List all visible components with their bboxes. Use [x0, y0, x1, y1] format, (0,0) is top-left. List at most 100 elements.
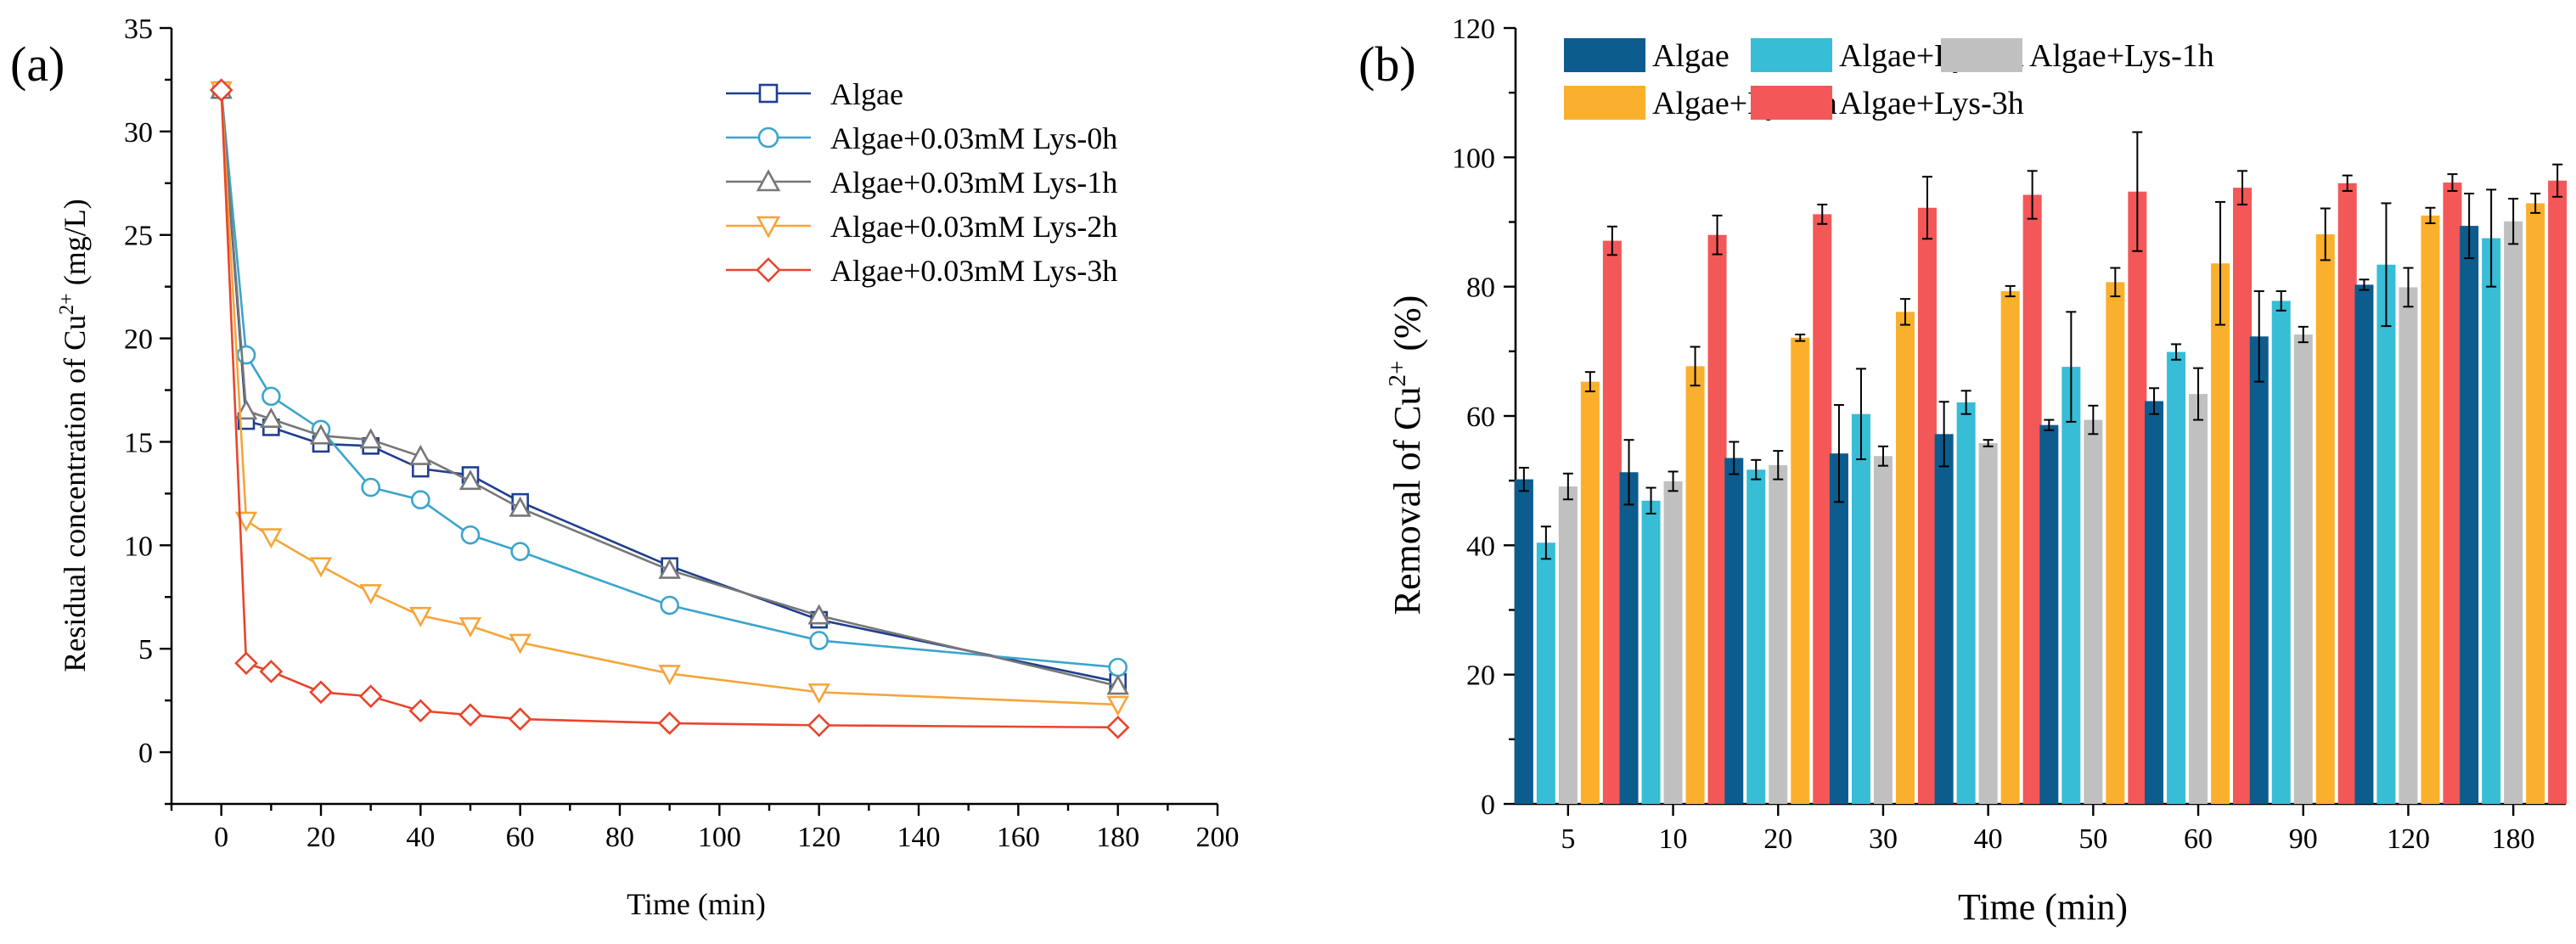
panel-a-x-tick-label: 40 — [406, 822, 435, 853]
bar — [2354, 284, 2374, 804]
bar — [2337, 183, 2357, 805]
data-point-marker — [509, 496, 532, 517]
error-bar — [1690, 346, 1701, 387]
error-bar — [1606, 225, 1617, 256]
error-bar — [1584, 371, 1595, 393]
panel-b-y-tick-label: 80 — [1466, 273, 1495, 304]
bar — [1813, 214, 1832, 805]
error-bar — [1729, 441, 1740, 475]
error-bar — [2149, 387, 2160, 415]
bar — [2376, 264, 2396, 804]
error-bar — [2215, 200, 2226, 326]
data-point-marker — [234, 651, 258, 676]
bar — [2145, 401, 2164, 804]
data-point-marker — [1108, 657, 1128, 677]
data-point-marker — [458, 469, 482, 491]
bar — [1514, 479, 1533, 804]
panel-b-x-tick-label: 180 — [2492, 823, 2535, 855]
data-point-marker — [409, 606, 432, 627]
panel-b-x-axis-label: Time (min) — [1958, 886, 2128, 928]
panel-a-y-tick-label: 5 — [138, 634, 153, 666]
data-point-marker — [1105, 715, 1130, 739]
legend-swatch — [1751, 86, 1832, 120]
legend-marker — [757, 126, 779, 149]
bar — [1746, 469, 1766, 804]
panel-a-y-label-sup: 2+ — [56, 293, 78, 315]
bar — [2128, 191, 2147, 804]
legend-marker — [756, 216, 781, 239]
bar — [2249, 336, 2269, 804]
error-bar — [2464, 192, 2475, 260]
panel-b: (b) 0 20 40 60 80 100 120 5 10 20 30 40 50 60 90 120 18… — [1358, 14, 2568, 928]
panel-a-y-tick-label: 0 — [138, 738, 153, 769]
data-point-marker — [309, 680, 333, 705]
error-bar — [2552, 163, 2563, 198]
bar — [1791, 337, 1810, 804]
legend-label: Algae — [830, 77, 903, 111]
legend-label: Algae — [1652, 38, 1730, 74]
data-point-marker — [234, 399, 258, 420]
panel-a-y-axis-label: Residual concentration of Cu2+ (mg/L) — [56, 199, 92, 671]
panel-b-x-tick-label: 120 — [2387, 823, 2430, 855]
data-point-marker — [510, 542, 530, 561]
bar — [2443, 183, 2462, 804]
error-bar — [2275, 289, 2286, 312]
error-bar — [1562, 472, 1573, 501]
bar — [2233, 188, 2253, 805]
panel-a-x-tick-label: 160 — [997, 822, 1040, 853]
panel-b-x-tick-label: 5 — [1561, 823, 1575, 855]
panel-b-y-label-main: Removal of Cu — [1386, 386, 1428, 615]
panel-b-y-tick-label: 40 — [1466, 531, 1495, 562]
data-point-marker — [411, 490, 430, 510]
bar — [2000, 290, 2020, 805]
panel-a-x-tick-label: 140 — [897, 822, 941, 853]
error-bar — [2005, 284, 2016, 298]
panel-b-x-tick-label: 40 — [1974, 823, 2003, 855]
bar — [2106, 282, 2125, 805]
panel-a-x-tick-label: 60 — [506, 822, 535, 853]
error-bar — [2066, 311, 2077, 423]
error-bar — [2320, 207, 2331, 261]
panel-b-x-tick-label: 10 — [1659, 823, 1688, 855]
bar — [2548, 180, 2568, 805]
data-point-marker — [460, 525, 481, 545]
data-point-marker — [458, 617, 482, 638]
error-bar — [1877, 445, 1888, 467]
bar — [1917, 207, 1937, 804]
error-bar — [1960, 390, 1971, 415]
legend-swatch — [1941, 38, 2022, 72]
bar — [2039, 424, 2059, 804]
data-point-marker — [309, 557, 333, 578]
bar — [1580, 381, 1600, 804]
error-bar — [2253, 289, 2264, 383]
error-bar — [2381, 202, 2392, 328]
bar — [2189, 394, 2208, 804]
data-point-marker — [361, 477, 380, 497]
panel-a-series-group — [209, 78, 1130, 739]
panel-b-x-tick-label: 30 — [1869, 823, 1898, 855]
data-point-marker — [458, 703, 482, 728]
data-point-marker — [359, 584, 382, 605]
data-point-marker — [807, 604, 830, 625]
bar — [1851, 413, 1870, 804]
bar — [1724, 458, 1744, 804]
error-bar — [2132, 131, 2143, 252]
panel-b-y-tick-label: 20 — [1466, 660, 1495, 692]
error-bar — [1855, 368, 1866, 461]
data-point-marker — [1106, 695, 1129, 716]
panel-a-x-tick-label: 80 — [605, 822, 634, 853]
error-bar — [2342, 174, 2353, 192]
panel-a-y-tick-label: 30 — [124, 117, 153, 149]
panel-b-y-label-sup: 2+ — [1384, 361, 1411, 387]
bar — [2084, 419, 2103, 804]
panel-b-y-tick-label: 60 — [1466, 402, 1495, 433]
bar — [1769, 464, 1788, 804]
data-point-marker — [1106, 674, 1129, 695]
error-bar — [1983, 439, 1994, 447]
bar — [1978, 442, 1998, 804]
data-point-marker — [358, 684, 383, 709]
panel-a-x-tick-label: 200 — [1196, 822, 1240, 853]
bar — [1895, 312, 1915, 804]
error-bar — [2530, 192, 2541, 214]
data-point-marker — [359, 428, 382, 449]
